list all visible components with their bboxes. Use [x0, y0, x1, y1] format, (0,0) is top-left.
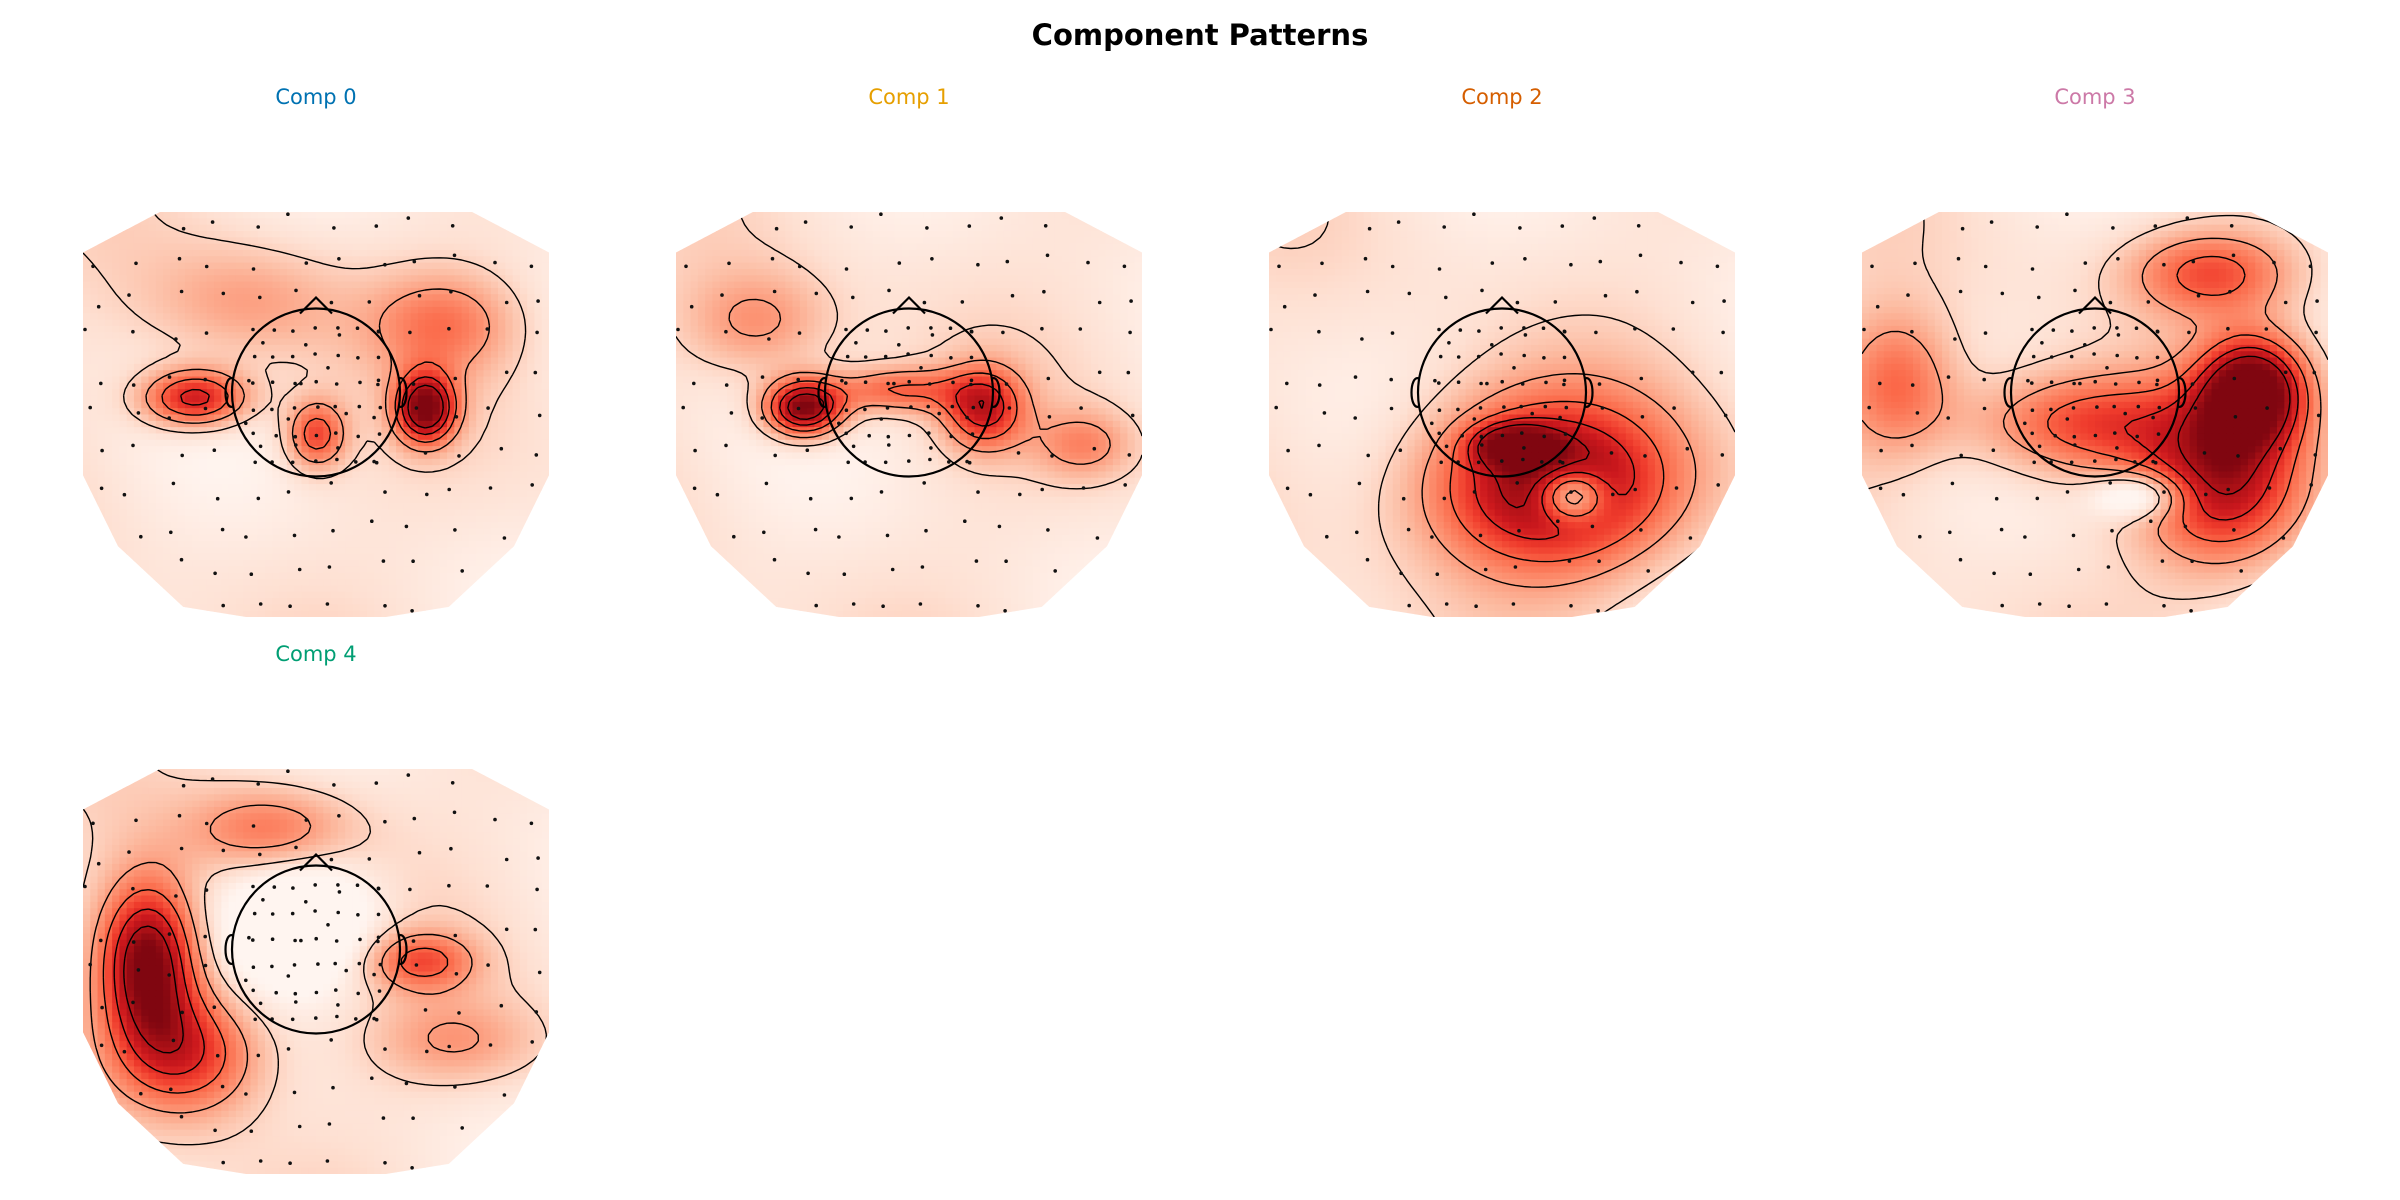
- panel-title: Comp 1: [868, 85, 949, 109]
- head-outline: [224, 852, 408, 1035]
- sensor-dots: [1862, 212, 2324, 616]
- head-outline: [817, 295, 1001, 478]
- topomap-panels: Comp 0 Comp 1 Comp 2 Comp 3 Comp 4: [83, 85, 2328, 1174]
- heat-field: [1269, 212, 1735, 617]
- sensor-dots: [83, 769, 545, 1173]
- figure-title: Component Patterns: [1032, 18, 1369, 52]
- topomap-panel: Comp 2: [1269, 85, 1735, 617]
- sensor-dots: [676, 212, 1138, 616]
- contour-lines: [83, 212, 527, 480]
- head-outline: [224, 295, 408, 478]
- head-outline: [1410, 295, 1594, 478]
- panel-title: Comp 0: [275, 85, 356, 109]
- head-outline: [2003, 295, 2187, 478]
- heat-field: [83, 212, 549, 617]
- heat-field: [676, 212, 1142, 617]
- topomap-panel: Comp 3: [1862, 85, 2328, 617]
- topomap-panel: Comp 4: [83, 642, 549, 1174]
- panel-title: Comp 3: [2054, 85, 2135, 109]
- heat-field: [83, 769, 549, 1174]
- panel-title: Comp 2: [1461, 85, 1542, 109]
- panel-title: Comp 4: [275, 642, 356, 666]
- topomap-panel: Comp 0: [83, 85, 549, 617]
- heat-field: [1862, 212, 2328, 617]
- sensor-dots: [83, 212, 545, 616]
- topomap-panel: Comp 1: [676, 85, 1142, 617]
